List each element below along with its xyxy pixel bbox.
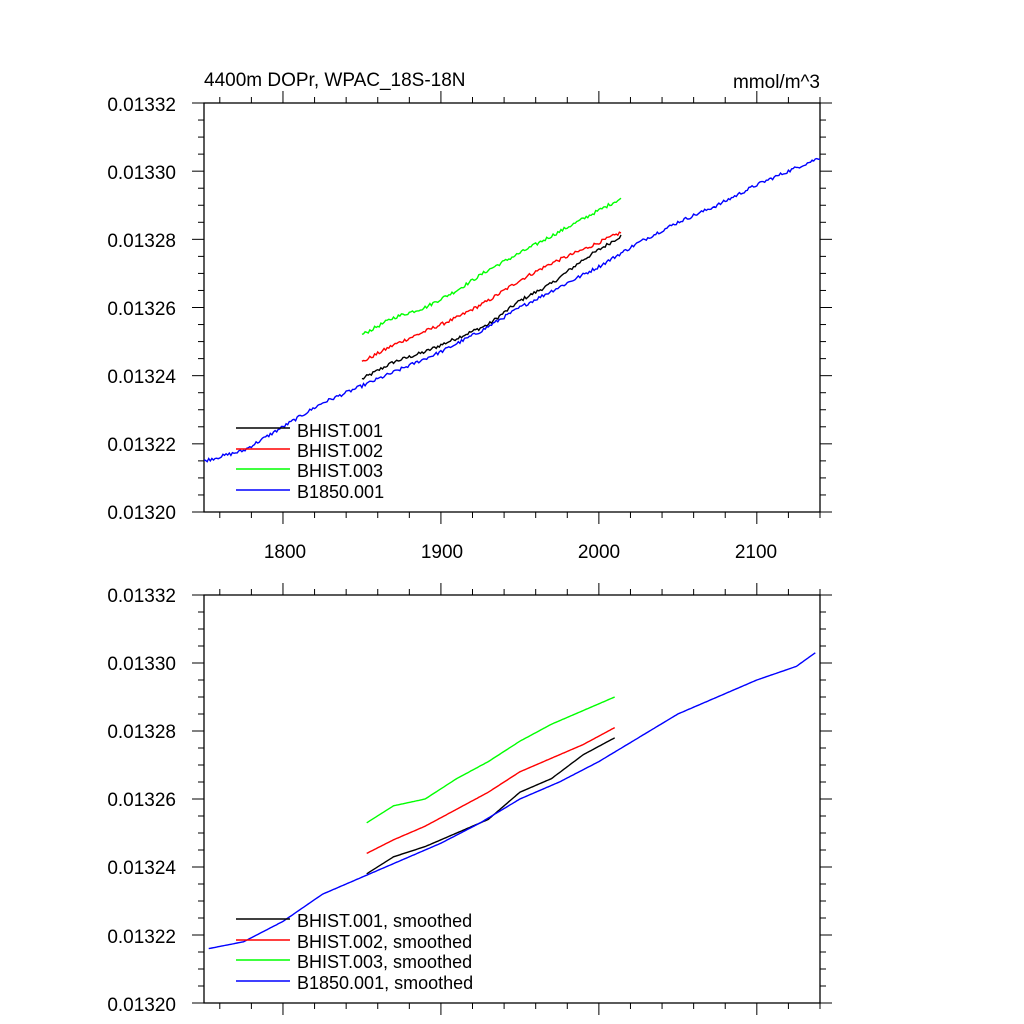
- bottom-legend: BHIST.001, smoothed BHIST.002, smoothed …: [236, 911, 473, 993]
- top-chart-units: mmol/m^3: [733, 72, 820, 93]
- bottom-panel: 0.01320 0.01322 0.01324 0.01326 0.01328 …: [107, 583, 832, 1016]
- series-line-0-0: [361, 234, 622, 380]
- top-ytick-label-4: 0.01328: [107, 231, 176, 252]
- bottom-ytick-label-0: 0.01320: [107, 995, 176, 1016]
- series-line-0-1: [361, 231, 622, 362]
- top-ytick-label-5: 0.01330: [107, 163, 176, 184]
- top-legend: BHIST.001 BHIST.002 BHIST.003 B1850.001: [236, 421, 384, 502]
- series-line-1-1: [366, 726, 616, 855]
- top-panel: 4400m DOPr, WPAC_18S-18N mmol/m^3 0.0132…: [107, 70, 832, 563]
- top-legend-label-1: BHIST.002: [297, 441, 383, 461]
- top-ytick-label-6: 0.01332: [107, 95, 176, 116]
- top-ytick-label-0: 0.01320: [107, 503, 176, 524]
- top-plot-area: [192, 91, 832, 524]
- series-line-0-3: [203, 157, 821, 463]
- top-x-ticks: 1800 1900 2000 2100: [264, 542, 777, 563]
- bottom-legend-label-2: BHIST.003, smoothed: [297, 952, 472, 972]
- top-xtick-label-2000: 2000: [578, 542, 620, 563]
- series-line-1-2: [366, 696, 615, 824]
- bottom-ytick-label-1: 0.01322: [107, 927, 176, 948]
- bottom-plot-area: [192, 583, 832, 1015]
- bottom-legend-label-3: B1850.001, smoothed: [297, 973, 473, 993]
- bottom-ytick-label-6: 0.01332: [107, 586, 176, 607]
- bottom-ytick-label-2: 0.01324: [107, 858, 176, 879]
- series-line-1-3: [208, 652, 816, 950]
- top-xtick-label-2100: 2100: [735, 542, 777, 563]
- top-ytick-label-3: 0.01326: [107, 299, 176, 320]
- bottom-y-ticks: 0.01320 0.01322 0.01324 0.01326 0.01328 …: [107, 586, 176, 1016]
- top-legend-label-0: BHIST.001: [297, 421, 383, 441]
- bottom-legend-label-0: BHIST.001, smoothed: [297, 911, 472, 931]
- top-ytick-label-1: 0.01322: [107, 435, 176, 456]
- bottom-legend-label-1: BHIST.002, smoothed: [297, 932, 472, 952]
- bottom-ytick-label-4: 0.01328: [107, 722, 176, 743]
- top-legend-label-3: B1850.001: [297, 482, 384, 502]
- top-ytick-label-2: 0.01324: [107, 367, 176, 388]
- top-xtick-label-1800: 1800: [264, 542, 306, 563]
- top-legend-label-2: BHIST.003: [297, 461, 383, 481]
- top-xtick-label-1900: 1900: [421, 542, 463, 563]
- series-line-1-0: [366, 737, 616, 875]
- series-line-0-2: [361, 197, 622, 335]
- top-y-ticks: 0.01320 0.01322 0.01324 0.01326 0.01328 …: [107, 95, 176, 524]
- bottom-ytick-label-5: 0.01330: [107, 654, 176, 675]
- top-chart-title: 4400m DOPr, WPAC_18S-18N: [204, 70, 466, 91]
- bottom-ytick-label-3: 0.01326: [107, 790, 176, 811]
